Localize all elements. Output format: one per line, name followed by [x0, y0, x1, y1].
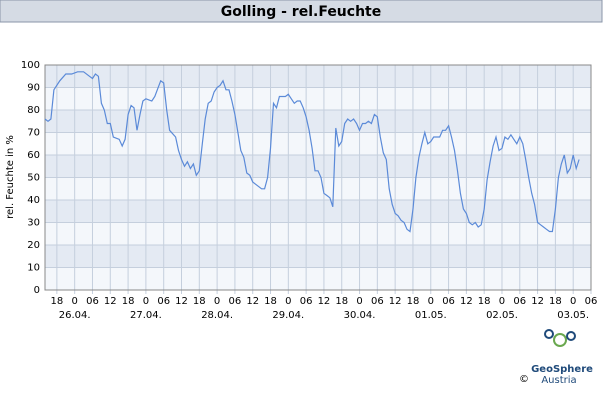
x-tick-label: 12	[531, 296, 544, 307]
x-tick-label: 12	[246, 296, 259, 307]
x-tick-label: 0	[356, 296, 362, 307]
logo-name: GeoSphere	[531, 364, 593, 375]
x-tick-label: 06	[157, 296, 170, 307]
logo-sub: Austria	[541, 375, 576, 386]
x-tick-label: 12	[460, 296, 473, 307]
y-tick-label: 0	[34, 285, 40, 296]
grid-band	[45, 155, 591, 178]
title-bar	[0, 0, 603, 23]
y-tick-label: 50	[27, 173, 40, 184]
y-tick-label: 60	[27, 150, 40, 161]
y-tick-label: 20	[27, 240, 40, 251]
x-tick-label: 18	[335, 296, 348, 307]
x-tick-label: 06	[86, 296, 99, 307]
x-tick-label: 0	[143, 296, 149, 307]
grid-band	[45, 267, 591, 290]
x-date-label: 29.04.	[272, 310, 304, 321]
x-tick-label: 12	[175, 296, 188, 307]
x-date-label: 27.04.	[130, 310, 162, 321]
x-tick-label: 0	[285, 296, 291, 307]
x-tick-label: 18	[193, 296, 206, 307]
plot-frame	[44, 64, 592, 291]
x-tick-label: 06	[229, 296, 242, 307]
x-date-label: 02.05.	[486, 310, 518, 321]
grid-band	[45, 177, 591, 200]
x-tick-label: 12	[389, 296, 402, 307]
x-tick-label: 0	[570, 296, 576, 307]
y-tick-label: 30	[27, 218, 40, 229]
x-tick-label: 06	[513, 296, 526, 307]
grid-band	[45, 65, 591, 88]
grid-band	[45, 132, 591, 155]
x-tick-label: 06	[442, 296, 455, 307]
x-tick-label: 18	[122, 296, 135, 307]
grid-band	[45, 87, 591, 110]
x-tick-label: 18	[549, 296, 562, 307]
x-tick-label: 12	[318, 296, 331, 307]
x-tick-label: 18	[407, 296, 420, 307]
copyright: ©	[519, 374, 529, 385]
y-tick-label: 10	[27, 263, 40, 274]
logo-shape	[544, 329, 554, 339]
x-date-label: 26.04.	[59, 310, 91, 321]
x-date-label: 30.04.	[344, 310, 376, 321]
x-date-label: 03.05.	[557, 310, 589, 321]
x-date-label: 28.04.	[201, 310, 233, 321]
x-tick-label: 06	[371, 296, 384, 307]
line	[44, 71, 580, 233]
y-tick-label: 100	[21, 60, 40, 71]
x-tick-label: 18	[478, 296, 491, 307]
grid-band	[45, 222, 591, 245]
y-axis-label: rel. Feuchte in %	[5, 135, 16, 219]
x-tick-label: 0	[214, 296, 220, 307]
logo-shape	[553, 333, 567, 347]
x-date-label: 01.05.	[415, 310, 447, 321]
y-tick-label: 70	[27, 128, 40, 139]
y-tick-label: 40	[27, 195, 40, 206]
x-tick-label: 0	[499, 296, 505, 307]
y-tick-label: 80	[27, 105, 40, 116]
x-tick-label: 18	[264, 296, 277, 307]
x-tick-label: 18	[51, 296, 64, 307]
y-tick-label: 90	[27, 83, 40, 94]
grid-band	[45, 245, 591, 268]
x-tick-label: 06	[585, 296, 598, 307]
logo: GeoSphere Austria ©	[519, 329, 593, 386]
logo-shape	[566, 331, 576, 341]
x-tick-label: 0	[71, 296, 77, 307]
x-tick-label: 06	[300, 296, 313, 307]
grid-band	[45, 200, 591, 223]
x-tick-label: 12	[104, 296, 117, 307]
x-tick-label: 0	[428, 296, 434, 307]
chart-title: Golling - rel.Feuchte	[221, 4, 381, 20]
